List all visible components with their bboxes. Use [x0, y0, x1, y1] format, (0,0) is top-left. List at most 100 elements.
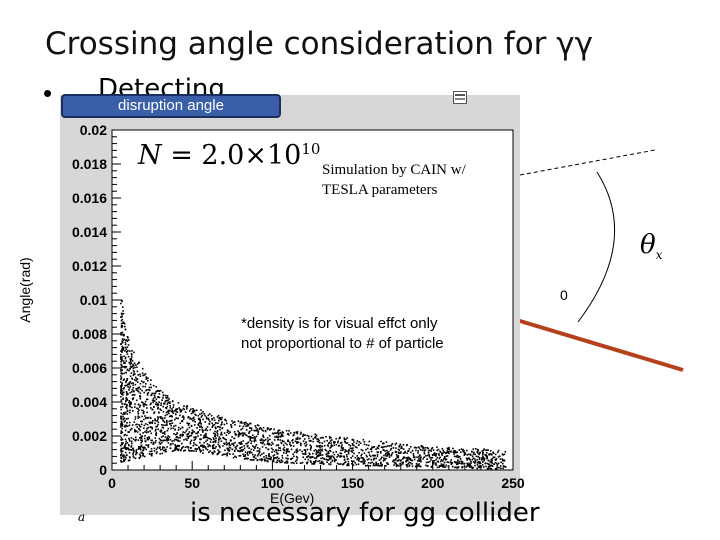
scatter-point [381, 456, 383, 459]
scatter-point [127, 385, 129, 388]
scatter-point [159, 453, 161, 455]
scatter-point [123, 403, 126, 406]
scatter-point [214, 422, 217, 424]
scatter-point [132, 455, 134, 457]
scatter-point [162, 449, 165, 452]
scatter-point [239, 421, 242, 424]
scatter-point [319, 444, 322, 447]
scatter-point [317, 438, 319, 440]
scatter-point [195, 432, 197, 435]
theta-symbol: θ [640, 230, 656, 260]
scatter-point [164, 394, 167, 397]
scatter-point [380, 440, 382, 443]
scatter-point [203, 445, 205, 448]
scatter-point [249, 452, 251, 454]
scatter-point [298, 438, 301, 440]
scatter-point [329, 450, 332, 452]
scatter-point [432, 454, 434, 456]
scatter-point [202, 418, 204, 421]
scatter-point [257, 431, 260, 434]
scatter-point [136, 423, 138, 426]
scatter-point [250, 437, 253, 439]
scatter-point [273, 454, 276, 456]
scatter-point [490, 464, 493, 467]
scatter-point [160, 431, 162, 433]
scatter-point [120, 386, 122, 389]
scatter-point [363, 461, 365, 464]
scatter-point [380, 461, 382, 464]
scatter-point [139, 404, 142, 407]
scatter-point [309, 449, 312, 451]
scatter-point [405, 460, 407, 463]
scatter-point [250, 427, 253, 430]
scatter-point [229, 444, 232, 447]
scatter-point [137, 439, 140, 441]
scatter-point [129, 391, 131, 394]
scatter-point [342, 448, 344, 450]
scatter-point [494, 458, 497, 461]
scatter-point [261, 458, 263, 460]
scatter-point [191, 418, 193, 420]
scatter-point [205, 427, 207, 430]
scatter-point [137, 374, 139, 376]
scatter-point [141, 435, 143, 437]
legend-tab[interactable]: disruption angle [61, 94, 281, 118]
scatter-point [179, 414, 181, 417]
scatter-point [161, 432, 164, 434]
scatter-point [230, 439, 232, 442]
scatter-point [204, 434, 206, 436]
scatter-point [485, 456, 488, 458]
scatter-point [159, 447, 161, 449]
scatter-point [177, 417, 179, 420]
scatter-point [217, 441, 220, 443]
scatter-point [489, 465, 491, 468]
scatter-point [369, 464, 372, 467]
scatter-point [402, 458, 404, 460]
scatter-point [486, 457, 488, 460]
window-icon[interactable] [453, 91, 467, 104]
scatter-point [130, 449, 133, 451]
scatter-point [443, 461, 446, 464]
scatter-point [222, 437, 225, 440]
scatter-point [144, 400, 147, 403]
scatter-point [394, 450, 397, 453]
scatter-point [245, 421, 247, 424]
scatter-point [477, 452, 479, 454]
scatter-point [172, 427, 175, 429]
scatter-point [142, 449, 145, 452]
scatter-point [154, 441, 157, 444]
scatter-point [160, 402, 162, 405]
scatter-point [427, 461, 429, 463]
scatter-point [121, 340, 123, 343]
scatter-point [451, 465, 454, 468]
scatter-point [433, 452, 436, 454]
scatter-point [122, 454, 125, 456]
scatter-point [225, 434, 228, 436]
scatter-point [346, 464, 348, 467]
scatter-point [395, 453, 398, 456]
scatter-point [232, 444, 235, 447]
scatter-point [487, 466, 490, 468]
scatter-point [329, 458, 332, 460]
scatter-point [237, 433, 240, 436]
scatter-point [342, 462, 345, 465]
scatter-point [177, 439, 179, 442]
scatter-point [155, 428, 157, 431]
scatter-point [275, 432, 278, 434]
scatter-point [314, 433, 316, 436]
scatter-point [265, 455, 267, 457]
scatter-point [235, 433, 238, 436]
scatter-point [502, 467, 504, 470]
scatter-point [169, 447, 172, 450]
scatter-point [321, 454, 324, 456]
scatter-point [146, 394, 149, 396]
scatter-point [389, 449, 392, 451]
scatter-point [270, 447, 273, 450]
scatter-point [128, 431, 130, 433]
scatter-point [405, 457, 407, 459]
scatter-point [128, 451, 131, 454]
scatter-point [150, 432, 153, 435]
scatter-point [178, 444, 181, 447]
scatter-point [443, 457, 446, 459]
scatter-point [128, 383, 130, 385]
